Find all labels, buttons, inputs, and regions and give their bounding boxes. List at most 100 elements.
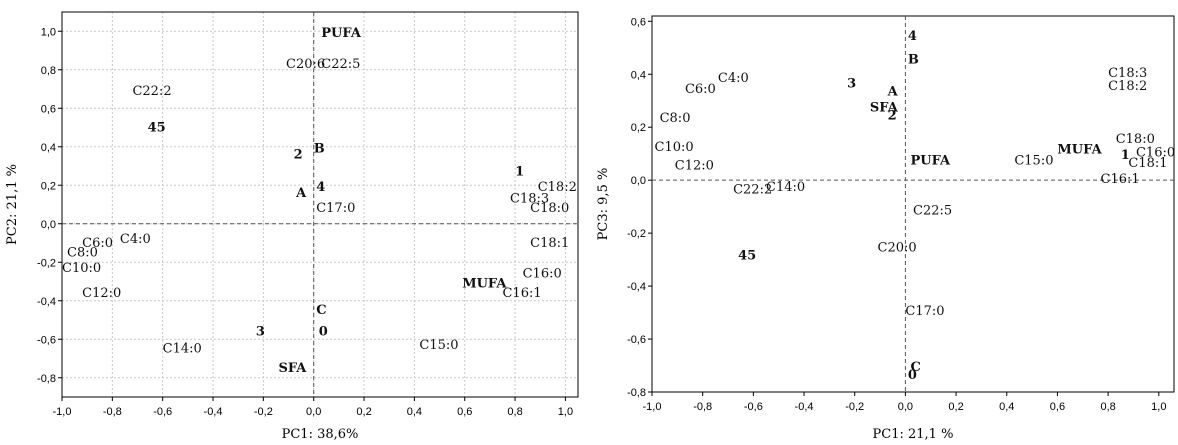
point-label: 1 <box>515 165 524 180</box>
point-label: C22:5 <box>321 57 360 72</box>
point-label: PUFA <box>321 26 362 41</box>
point-label: C16:0 <box>1136 145 1175 160</box>
y-tick-labels: -0,8 -0,6 -0,4 -0,2 0,0 0,2 0,4 0,6 0,8 1,0 <box>37 26 62 385</box>
x-axis-title: PC1: 21,1 % <box>873 427 954 442</box>
x-tick-label: -0,4 <box>204 406 223 418</box>
point-label: C17:0 <box>905 304 944 319</box>
y-tick-label: 0,6 <box>631 16 646 28</box>
point-label: C22:5 <box>913 204 952 219</box>
pca-chart-pc1-pc3: -1,0 -0,8 -0,6 -0,4 -0,2 0,0 0,2 0,4 0,6 0,8 1,0 -… <box>596 15 1176 442</box>
x-tick-label: 0,6 <box>1050 401 1065 413</box>
point-label: MUFA <box>462 276 507 291</box>
x-tick-label: -0,6 <box>744 401 763 413</box>
point-label: C12:0 <box>82 286 121 301</box>
y-tick-label: 0,6 <box>41 103 56 115</box>
point-label: C16:1 <box>502 286 541 301</box>
y-tick-label: -0,8 <box>37 373 56 385</box>
x-tick-label: -0,8 <box>103 406 122 418</box>
point-label: C18:3 <box>1108 66 1147 81</box>
y-tick-label: 0,0 <box>41 219 56 231</box>
point-label: C18:0 <box>530 201 569 216</box>
y-tick-label: -0,2 <box>627 228 646 240</box>
point-label: A <box>295 186 307 201</box>
point-label: MUFA <box>1057 143 1102 158</box>
point-label: C22:2 <box>132 84 171 99</box>
y-tick-label: -0,4 <box>37 296 56 308</box>
zero-lines <box>62 12 578 397</box>
point-label: C10:0 <box>655 140 694 155</box>
y-tick-label: 0,0 <box>631 175 646 187</box>
point-label: A <box>887 84 899 99</box>
point-label: C16:1 <box>1101 172 1140 187</box>
point-label: 45 <box>148 120 166 135</box>
x-tick-label: -0,2 <box>254 406 273 418</box>
point-label: C18:3 <box>510 192 549 207</box>
plot-frame <box>651 15 1175 393</box>
point-label: C6:0 <box>685 82 716 97</box>
x-tick-label: 0,2 <box>356 406 371 418</box>
y-tick-label: -0,8 <box>627 387 646 399</box>
y-axis-title: PC3: 9,5 % <box>596 168 611 241</box>
point-label: C18:2 <box>538 180 577 195</box>
point-label: C12:0 <box>675 159 714 174</box>
point-label: 3 <box>256 324 265 339</box>
point-label: C8:0 <box>67 245 98 260</box>
point-label: 2 <box>888 108 897 123</box>
point-label: B <box>908 53 919 68</box>
point-label: PUFA <box>910 153 951 168</box>
y-tick-label: -0,6 <box>627 334 646 346</box>
point-label: C22:2 <box>733 182 772 197</box>
point-label: C20:6 <box>286 57 325 72</box>
point-label: C14:0 <box>766 180 805 195</box>
x-tick-label: 1,0 <box>1151 401 1166 413</box>
point-label: 4 <box>316 180 325 195</box>
x-tick-label: 0,0 <box>898 401 913 413</box>
x-tick-label: -0,2 <box>845 401 864 413</box>
x-tick-label: -1,0 <box>643 401 662 413</box>
y-tick-label: 0,8 <box>41 65 56 77</box>
point-label: C4:0 <box>718 71 749 86</box>
pca-chart-pc1-pc2: -1,0 -0,8 -0,6 -0,4 -0,2 0,0 0,2 0,4 0,6 0,8 1,0 -… <box>5 11 579 442</box>
point-label: 0 <box>319 324 328 339</box>
y-tick-label: 0,2 <box>631 122 646 134</box>
y-tick-labels: -0,8 -0,6 -0,4 -0,2 0,0 0,2 0,4 0,6 <box>627 16 652 399</box>
point-label: C <box>910 360 920 375</box>
point-label: 0 <box>908 368 917 383</box>
point-label: C4:0 <box>120 232 151 247</box>
point-label: 1 <box>1121 148 1130 163</box>
x-tick-label: -1,0 <box>53 406 72 418</box>
y-tick-label: -0,4 <box>627 281 646 293</box>
x-tick-label: 1,0 <box>558 406 573 418</box>
point-label: C8:0 <box>660 111 691 126</box>
point-label: C15:0 <box>1014 153 1053 168</box>
x-tick-label: -0,6 <box>153 406 172 418</box>
point-label: B <box>314 142 325 157</box>
x-tick-label: 0,4 <box>407 406 422 418</box>
x-tick-labels: -1,0 -0,8 -0,6 -0,4 -0,2 0,0 0,2 0,4 0,6 0,8 1,0 <box>53 397 573 418</box>
point-label: C17:0 <box>316 201 355 216</box>
point-label: 3 <box>847 76 856 91</box>
point-label: SFA <box>278 361 307 376</box>
x-tick-label: 0,8 <box>507 406 522 418</box>
point-label: C18:2 <box>1108 79 1147 94</box>
point-label: 45 <box>738 249 756 264</box>
x-axis-title: PC1: 38,6% <box>282 427 359 442</box>
x-tick-label: -0,4 <box>795 401 814 413</box>
x-tick-label: 0,4 <box>999 401 1014 413</box>
y-tick-label: -0,6 <box>37 334 56 346</box>
x-tick-label: 0,0 <box>306 406 321 418</box>
y-tick-label: -0,2 <box>37 257 56 269</box>
point-label: C16:0 <box>523 267 562 282</box>
x-tick-label: 0,8 <box>1100 401 1115 413</box>
x-tick-label: 0,6 <box>457 406 472 418</box>
point-label: 4 <box>908 29 917 44</box>
y-tick-label: 0,4 <box>631 69 646 81</box>
y-tick-label: 0,2 <box>41 180 56 192</box>
point-label: C10:0 <box>62 261 101 276</box>
zero-lines <box>652 16 1174 392</box>
point-label: C18:0 <box>1116 132 1155 147</box>
x-tick-label: -0,8 <box>693 401 712 413</box>
point-label: 2 <box>294 147 303 162</box>
